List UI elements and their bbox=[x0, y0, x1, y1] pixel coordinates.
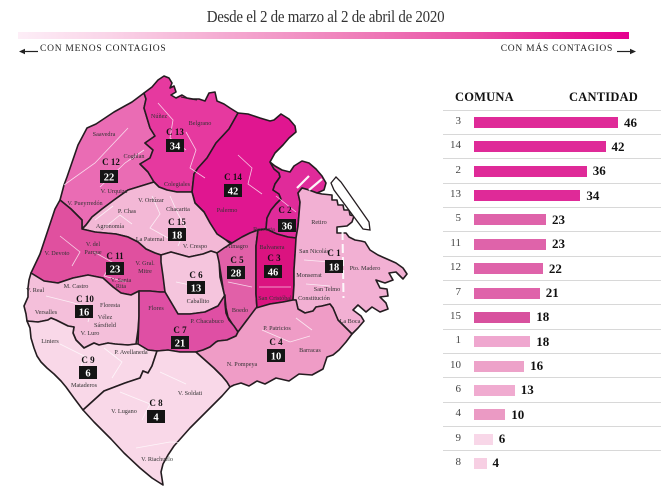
svg-text:La Boca: La Boca bbox=[340, 318, 361, 325]
svg-text:P. Avellaneda: P. Avellaneda bbox=[114, 349, 147, 356]
svg-text:Parque: Parque bbox=[84, 249, 101, 256]
svg-text:C 11: C 11 bbox=[106, 251, 124, 261]
svg-text:Boedo: Boedo bbox=[232, 307, 248, 314]
svg-text:V. Pueyrredón: V. Pueyrredón bbox=[67, 200, 102, 207]
svg-text:C 8: C 8 bbox=[149, 398, 163, 408]
svg-text:C 2: C 2 bbox=[278, 205, 292, 215]
svg-text:C 7: C 7 bbox=[173, 325, 187, 335]
svg-text:La Paternal: La Paternal bbox=[136, 236, 165, 243]
svg-text:Vélez: Vélez bbox=[98, 314, 113, 321]
svg-text:Mataderos: Mataderos bbox=[71, 382, 98, 389]
svg-text:Rita: Rita bbox=[116, 283, 127, 290]
svg-text:13: 13 bbox=[191, 284, 202, 295]
svg-text:Constitución: Constitución bbox=[298, 295, 330, 302]
svg-text:V. Crespo: V. Crespo bbox=[183, 243, 207, 250]
svg-text:22: 22 bbox=[104, 173, 115, 184]
svg-text:C 12: C 12 bbox=[102, 157, 120, 167]
svg-text:Barracas: Barracas bbox=[299, 347, 321, 354]
svg-text:V. Gral.: V. Gral. bbox=[135, 260, 155, 267]
svg-text:Chacarita: Chacarita bbox=[166, 206, 190, 213]
svg-text:V. Luro: V. Luro bbox=[81, 330, 100, 337]
svg-text:28: 28 bbox=[231, 269, 242, 280]
svg-text:P. Chas: P. Chas bbox=[118, 208, 137, 215]
svg-text:Colegiales: Colegiales bbox=[164, 181, 191, 188]
svg-text:C 14: C 14 bbox=[224, 172, 242, 182]
svg-text:C 3: C 3 bbox=[267, 253, 281, 263]
svg-text:21: 21 bbox=[175, 339, 186, 350]
svg-text:V. Lugano: V. Lugano bbox=[111, 408, 137, 415]
svg-text:Belgrano: Belgrano bbox=[189, 120, 212, 127]
svg-text:C 5: C 5 bbox=[230, 255, 244, 265]
svg-text:46: 46 bbox=[268, 268, 279, 279]
svg-text:N. Pompeya: N. Pompeya bbox=[227, 361, 258, 368]
svg-text:V. Real: V. Real bbox=[26, 287, 44, 294]
svg-text:M. Castro: M. Castro bbox=[64, 283, 89, 290]
svg-text:V. del: V. del bbox=[86, 241, 101, 248]
svg-text:V. Santa: V. Santa bbox=[111, 277, 132, 284]
svg-text:V. Ortúzar: V. Ortúzar bbox=[138, 197, 164, 204]
svg-text:C 6: C 6 bbox=[189, 270, 203, 280]
svg-text:4: 4 bbox=[153, 413, 159, 424]
svg-text:Palermo: Palermo bbox=[217, 207, 238, 214]
svg-text:C 1: C 1 bbox=[327, 248, 341, 258]
svg-text:Monserrat: Monserrat bbox=[296, 272, 322, 279]
svg-text:16: 16 bbox=[79, 308, 90, 319]
svg-text:V. Devoto: V. Devoto bbox=[45, 250, 70, 257]
svg-text:18: 18 bbox=[172, 231, 183, 242]
svg-text:P. Patricios: P. Patricios bbox=[263, 325, 291, 332]
svg-text:Recoleta: Recoleta bbox=[253, 226, 275, 233]
svg-text:Sársfield: Sársfield bbox=[94, 322, 117, 329]
svg-text:Mitre: Mitre bbox=[138, 268, 152, 275]
svg-text:C 15: C 15 bbox=[168, 217, 186, 227]
svg-text:C 10: C 10 bbox=[76, 294, 94, 304]
svg-text:23: 23 bbox=[110, 265, 121, 276]
svg-text:36: 36 bbox=[282, 222, 293, 233]
svg-text:P. Chacabuco: P. Chacabuco bbox=[190, 318, 223, 325]
svg-text:C 9: C 9 bbox=[81, 355, 95, 365]
svg-text:C 13: C 13 bbox=[166, 127, 184, 137]
svg-text:Balvanera: Balvanera bbox=[259, 244, 284, 251]
svg-text:V. Riachuelo: V. Riachuelo bbox=[141, 456, 173, 463]
svg-text:Retiro: Retiro bbox=[311, 219, 326, 226]
svg-text:Caballito: Caballito bbox=[187, 298, 210, 305]
svg-text:Almagro: Almagro bbox=[226, 243, 248, 250]
svg-text:San Telmo: San Telmo bbox=[314, 286, 340, 293]
svg-text:Versalles: Versalles bbox=[35, 309, 58, 316]
svg-text:San Cristóbal: San Cristóbal bbox=[258, 295, 292, 302]
svg-text:Coghlan: Coghlan bbox=[124, 153, 145, 160]
svg-text:Flores: Flores bbox=[148, 305, 164, 312]
svg-text:V. Urquiza: V. Urquiza bbox=[101, 188, 128, 195]
svg-text:Agronomía: Agronomía bbox=[96, 223, 124, 230]
svg-text:Floresta: Floresta bbox=[100, 302, 120, 309]
svg-text:Pto. Madero: Pto. Madero bbox=[350, 265, 381, 272]
svg-text:Saavedra: Saavedra bbox=[93, 131, 116, 138]
svg-text:34: 34 bbox=[170, 142, 181, 153]
svg-text:6: 6 bbox=[85, 369, 90, 380]
svg-text:18: 18 bbox=[329, 263, 340, 274]
svg-text:Liniers: Liniers bbox=[41, 338, 59, 345]
svg-text:Núñez: Núñez bbox=[151, 113, 167, 120]
svg-text:San Nicolás: San Nicolás bbox=[299, 248, 329, 255]
svg-text:C 4: C 4 bbox=[269, 337, 283, 347]
svg-text:10: 10 bbox=[271, 352, 282, 363]
svg-text:V. Soldati: V. Soldati bbox=[178, 390, 203, 397]
svg-text:42: 42 bbox=[228, 187, 239, 198]
